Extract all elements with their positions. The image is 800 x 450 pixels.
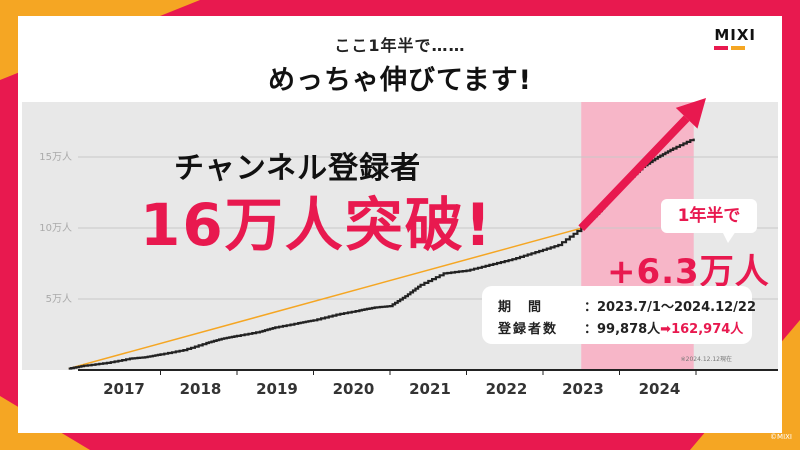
logo-bar-pink xyxy=(714,46,729,50)
growth-arrow-head xyxy=(675,98,706,129)
subscribers-label: 登録者数 xyxy=(498,322,559,337)
info-box: 期 間 ：2023.7/1～2024.12/22 登録者数 ：99,878人➡162… xyxy=(482,286,756,344)
copyright: ©MIXI xyxy=(770,433,792,441)
bubble-tail xyxy=(722,231,736,243)
mixi-logo: MIXI xyxy=(714,26,756,50)
x-tick-label: 2020 xyxy=(333,380,375,398)
speech-bubble: 1年半で xyxy=(661,199,757,233)
x-tick-label: 2021 xyxy=(409,380,451,398)
trend-line xyxy=(68,227,582,370)
headline-channel-subscribers: チャンネル登録者 xyxy=(174,151,422,186)
arrow-right-icon: ➡ xyxy=(660,322,672,337)
as-of-note: ※2024.12.12現在 xyxy=(680,356,732,363)
growth-arrow-shaft xyxy=(578,115,690,231)
logo-bars xyxy=(714,46,756,50)
x-tick-label: 2019 xyxy=(256,380,298,398)
x-tick-label: 2017 xyxy=(103,380,145,398)
info-row-subscribers: 登録者数 ：99,878人➡162,974人 xyxy=(498,318,743,337)
y-tick-label: 15万人 xyxy=(39,151,72,163)
x-tick-label: 2024 xyxy=(639,380,681,398)
x-tick-label: 2023 xyxy=(562,380,604,398)
logo-text: MIXI xyxy=(714,26,756,44)
period-label: 期 間 xyxy=(498,300,544,315)
subscribers-after: 162,974人 xyxy=(671,322,744,337)
y-tick-label: 5万人 xyxy=(46,293,72,305)
logo-bar-orange xyxy=(731,46,746,50)
y-tick-label: 10万人 xyxy=(39,222,72,234)
subscribers-before: ：99,878人 xyxy=(584,322,661,337)
period-value: ：2023.7/1～2024.12/22 xyxy=(584,300,757,315)
page-title: めっちゃ伸びてます! xyxy=(268,65,532,96)
headline-milestone: 16万人突破! xyxy=(140,191,494,259)
growth-figure: +6.3万人 xyxy=(607,252,770,292)
info-row-period: 期 間 ：2023.7/1～2024.12/22 xyxy=(498,296,756,315)
x-tick-label: 2022 xyxy=(486,380,528,398)
x-tick-label: 2018 xyxy=(180,380,222,398)
page-subtitle: ここ1年半で…… xyxy=(334,36,466,55)
